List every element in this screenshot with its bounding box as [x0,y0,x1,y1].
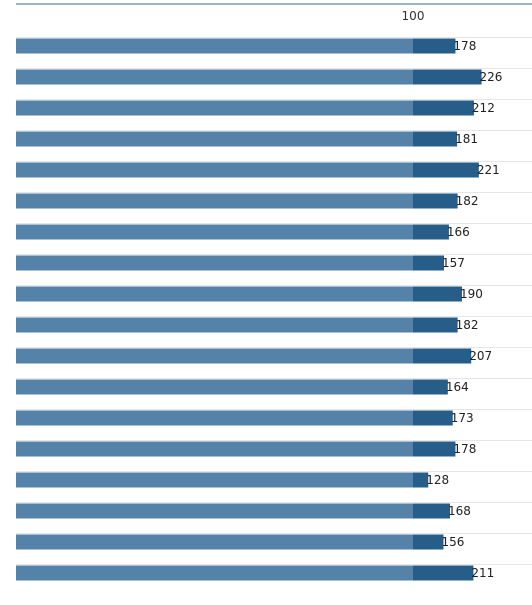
bar-value-label: 212 [472,101,495,115]
bar-row: 207 [16,347,532,364]
bar-row: 226 [16,68,532,85]
bar-value-label: 182 [456,318,479,332]
bar-row: 221 [16,161,532,178]
bar-excess-segment [413,100,474,116]
bar-base-segment [16,472,413,488]
bar-value-label: 178 [453,39,476,53]
bar-row: 178 [16,440,532,457]
bar-base-segment [16,534,413,550]
bar-value-label: 166 [447,225,470,239]
bar-value-label: 226 [480,70,503,84]
bar-excess-segment [413,317,458,333]
bar-base-segment [16,317,413,333]
bar-base-segment [16,410,413,426]
bar-base-segment [16,193,413,209]
bar-row: 156 [16,533,532,550]
bar-excess-segment [413,472,429,488]
bar-value-label: 190 [460,287,483,301]
bar-base-segment [16,286,413,302]
bar-rows: 178 226 212 181 221 182 166 157 190 182 207 164 173 1… [16,37,532,581]
bar-excess-segment [413,379,448,395]
bar-value-label: 128 [426,473,449,487]
x-tick-label: 100 [402,9,425,23]
bar-excess-segment [413,410,453,426]
bar-value-label: 221 [477,163,500,177]
bar-value-label: 207 [469,349,492,363]
bar-value-label: 182 [456,194,479,208]
bar-excess-segment [413,441,456,457]
bar-row: 128 [16,471,532,488]
bar-excess-segment [413,38,456,54]
bar-value-label: 164 [446,380,469,394]
bar-value-label: 178 [453,442,476,456]
bar-base-segment [16,224,413,240]
bar-excess-segment [413,131,458,147]
bar-row: 182 [16,192,532,209]
bar-value-label: 181 [455,132,478,146]
bar-row: 173 [16,409,532,426]
bar-excess-segment [413,503,450,519]
bar-row: 166 [16,223,532,240]
bar-value-label: 211 [471,566,494,580]
bar-base-segment [16,131,413,147]
bar-row: 181 [16,130,532,147]
bar-row: 190 [16,285,532,302]
bar-value-label: 157 [442,256,465,270]
bar-base-segment [16,503,413,519]
bar-row: 182 [16,316,532,333]
bar-excess-segment [413,255,445,271]
bar-base-segment [16,565,413,581]
bar-base-segment [16,162,413,178]
bar-value-label: 168 [448,504,471,518]
bar-base-segment [16,69,413,85]
bar-row: 168 [16,502,532,519]
bar-excess-segment [413,193,458,209]
bar-row: 212 [16,99,532,116]
bar-excess-segment [413,224,449,240]
bar-excess-segment [413,534,444,550]
bar-row: 164 [16,378,532,395]
bar-base-segment [16,348,413,364]
bar-value-label: 173 [451,411,474,425]
bar-excess-segment [413,162,479,178]
bar-row: 157 [16,254,532,271]
bar-base-segment [16,255,413,271]
bar-excess-segment [413,286,462,302]
bar-base-segment [16,38,413,54]
bar-base-segment [16,100,413,116]
bar-row: 178 [16,37,532,54]
bar-excess-segment [413,565,474,581]
bar-excess-segment [413,69,482,85]
bar-row: 211 [16,564,532,581]
bar-base-segment [16,379,413,395]
bar-value-label: 156 [441,535,464,549]
bar-base-segment [16,441,413,457]
bar-excess-segment [413,348,472,364]
